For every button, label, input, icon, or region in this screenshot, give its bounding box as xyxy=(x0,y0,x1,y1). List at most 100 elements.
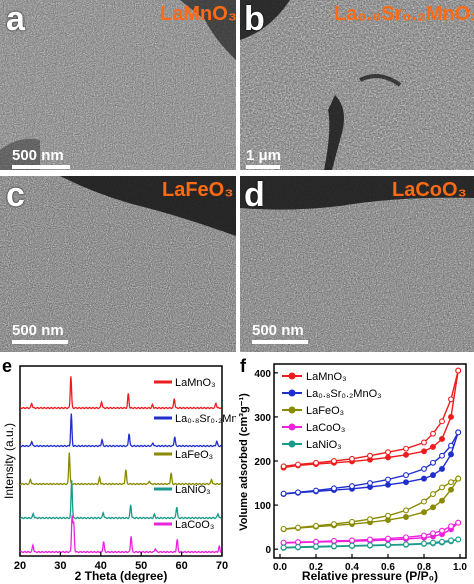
xrd-legend: LaMnO₃ La₀.₈Sr₀.₂MnO₃ LaFeO₃ LaNiO₃ LaCoO₃ xyxy=(154,377,236,531)
scale-text-b: 1 μm xyxy=(246,147,282,164)
bet-ads-point xyxy=(439,465,445,472)
bet-des-point xyxy=(349,537,355,544)
bet-des-point xyxy=(367,480,373,486)
bet-des-line xyxy=(283,370,459,467)
bet-des-point xyxy=(280,544,287,551)
panel-letter-d: d xyxy=(244,176,265,214)
bet-des-point xyxy=(367,542,373,549)
bet-des-point xyxy=(421,498,427,505)
xrd-x-ticks: 20 30 40 50 60 70 xyxy=(14,552,228,572)
bet-legend-label: LaCoO₃ xyxy=(306,422,345,434)
bet-des-point xyxy=(331,537,337,544)
bet-des-point xyxy=(367,536,373,543)
bet-des-point xyxy=(455,536,462,543)
bet-legend-marker xyxy=(288,440,296,448)
bet-x-tick-label: 0.6 xyxy=(381,562,395,573)
bet-des-point xyxy=(439,538,445,545)
panel-letter-f: f xyxy=(240,356,247,376)
bet-ads-point xyxy=(448,413,454,420)
bet-des-point xyxy=(403,507,409,514)
xrd-legend-label: LaCoO₃ xyxy=(175,519,214,531)
xrd-legend-label: La₀.₈Sr₀.₂MnO₃ xyxy=(175,413,236,425)
bet-x-axis-label: Relative pressure (P/P₀) xyxy=(302,569,438,583)
bet-des-point xyxy=(367,452,373,459)
bet-legend-label: LaNiO₃ xyxy=(306,439,342,451)
xrd-x-tick-label: 20 xyxy=(14,560,26,572)
bet-y-tick-label: 300 xyxy=(254,413,271,424)
bet-ads-point xyxy=(421,475,427,482)
bet-legend: LaMnO₃ La₀.₈Sr₀.₂MnO₃ LaFeO₃ LaCoO₃ LaNiO₃ xyxy=(282,371,382,451)
material-label-a: LaMnO₃ xyxy=(160,3,238,25)
bet-des-point xyxy=(455,475,462,482)
xrd-x-tick-label: 70 xyxy=(216,560,228,572)
scale-text-d: 500 nm xyxy=(252,322,304,339)
bet-des-point xyxy=(385,512,391,519)
xrd-frame xyxy=(19,365,223,557)
bet-des-point xyxy=(430,530,436,537)
bet-des-point xyxy=(430,539,436,546)
bet-ticks: 0.0 0.2 0.4 0.6 0.8 1.0 0 100 200 300 400 xyxy=(254,369,467,573)
bet-des-point xyxy=(313,522,319,529)
bet-legend-label: LaMnO₃ xyxy=(306,371,347,383)
sem-image-c xyxy=(0,176,236,352)
xrd-series-line xyxy=(19,480,222,520)
panel-letter-c: c xyxy=(6,176,25,214)
bet-des-point xyxy=(448,396,454,403)
bet-des-point xyxy=(280,490,287,497)
bet-ads-point xyxy=(403,479,409,486)
bet-des-point xyxy=(349,483,355,490)
bet-x-tick-label: 0.2 xyxy=(309,562,323,573)
bet-des-point xyxy=(295,524,301,531)
bet-des-point xyxy=(313,487,319,494)
xrd-legend-label: LaFeO₃ xyxy=(175,449,213,461)
bet-legend-marker xyxy=(288,389,296,397)
bet-des-point xyxy=(280,539,287,546)
bet-ads-point xyxy=(430,504,436,511)
xrd-x-tick-label: 50 xyxy=(135,560,147,572)
scale-bar-d: 500 nm xyxy=(252,323,308,344)
xrd-series-line xyxy=(19,376,222,410)
bet-ads-point xyxy=(421,509,427,516)
bet-des-point xyxy=(280,525,287,532)
sem-image-d xyxy=(240,176,474,352)
bet-des-point xyxy=(295,461,301,468)
panel-letter-a: a xyxy=(6,0,25,38)
bet-des-point xyxy=(421,439,427,446)
bet-des-point xyxy=(439,527,445,534)
bet-x-tick-label: 0.8 xyxy=(417,562,431,573)
bet-ads-point xyxy=(448,451,454,458)
bet-des-point xyxy=(349,455,355,462)
bet-legend-label: La₀.₈Sr₀.₂MnO₃ xyxy=(306,388,382,400)
bet-des-point xyxy=(385,541,391,548)
xrd-series-line xyxy=(19,452,222,486)
bet-ads-point xyxy=(430,443,436,450)
bet-des-point xyxy=(403,541,409,548)
bet-y-tick-label: 0 xyxy=(265,545,271,556)
xrd-x-tick-label: 40 xyxy=(95,560,107,572)
xrd-x-axis-label: 2 Theta (degree) xyxy=(75,569,168,583)
bet-des-point xyxy=(403,445,409,452)
xrd-legend-label: LaMnO₃ xyxy=(175,377,216,389)
bet-ads-point xyxy=(448,486,454,493)
scale-bar-a: 500 nm xyxy=(12,148,70,169)
bet-des-point xyxy=(331,543,337,550)
bet-des-point xyxy=(455,429,462,436)
bet-des-point xyxy=(331,485,337,492)
bet-des-point xyxy=(448,479,454,486)
bet-des-point xyxy=(331,458,337,464)
bet-des-point xyxy=(421,540,427,547)
bet-des-point xyxy=(385,535,391,542)
bet-ads-point xyxy=(421,448,427,455)
bet-des-point xyxy=(295,489,301,496)
material-label-b: La₀.₈Sr₀.₂MnO₃ xyxy=(334,3,474,25)
bet-ads-point xyxy=(439,436,445,442)
bet-des-point xyxy=(349,542,355,549)
scale-bar-c: 500 nm xyxy=(12,323,68,344)
xrd-chart: e LaMnO₃ La₀.₈Sr₀.₂MnO₃ LaFeO₃ LaNiO₃ LaCoO₃… xyxy=(2,356,236,583)
bet-x-tick-label: 0.0 xyxy=(273,562,287,573)
bet-des-point xyxy=(448,442,454,449)
bet-des-point xyxy=(439,418,445,425)
xrd-legend-label: LaNiO₃ xyxy=(175,484,211,496)
bet-x-tick-label: 0.4 xyxy=(345,562,359,573)
bet-des-point xyxy=(313,538,319,545)
